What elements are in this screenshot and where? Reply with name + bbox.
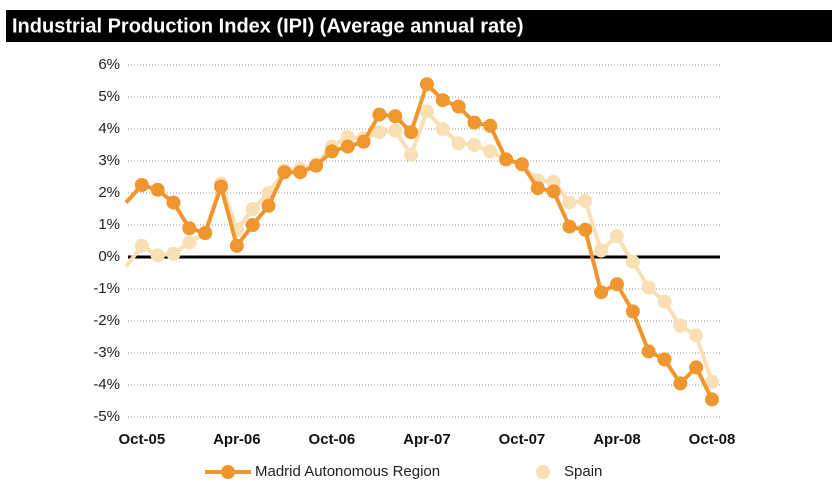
data-point <box>166 195 181 210</box>
x-tick-label: Apr-07 <box>403 431 451 448</box>
data-point <box>451 136 466 151</box>
data-point <box>293 165 308 180</box>
chart-title: Industrial Production Index (IPI) (Avera… <box>12 15 524 37</box>
data-point <box>388 123 403 138</box>
y-tick-label: 6% <box>98 56 120 73</box>
data-point <box>309 158 324 173</box>
x-tick-label: Apr-06 <box>213 431 261 448</box>
x-tick-label: Oct-06 <box>309 431 356 448</box>
data-point <box>419 77 434 92</box>
data-point <box>657 294 672 309</box>
y-tick-label: 2% <box>98 184 120 201</box>
data-point <box>419 104 434 119</box>
data-point <box>625 254 640 269</box>
data-point <box>150 248 165 263</box>
data-point <box>166 246 181 261</box>
data-point <box>372 107 387 122</box>
y-tick-label: 0% <box>98 248 120 265</box>
data-point <box>594 285 609 300</box>
data-point <box>277 165 292 180</box>
y-tick-label: 1% <box>98 216 120 233</box>
data-point <box>467 115 482 130</box>
data-point <box>150 182 165 197</box>
data-point <box>245 218 260 232</box>
data-point <box>673 318 688 333</box>
data-point <box>625 304 640 319</box>
y-tick-label: -4% <box>93 376 120 393</box>
y-tick-label: -5% <box>93 408 120 425</box>
y-tick-label: -3% <box>93 344 120 361</box>
data-point <box>483 144 498 159</box>
data-point <box>229 238 244 253</box>
data-point <box>134 178 149 192</box>
title-bar <box>6 10 832 42</box>
data-point <box>689 360 704 375</box>
data-point <box>499 152 514 167</box>
data-point <box>340 139 355 154</box>
data-point <box>673 376 688 391</box>
data-point <box>609 277 624 292</box>
data-point <box>689 328 704 343</box>
legend-marker <box>221 465 235 479</box>
data-point <box>467 138 482 152</box>
data-point <box>435 93 450 108</box>
y-tick-label: 3% <box>98 152 120 169</box>
data-point <box>451 99 466 114</box>
data-point <box>214 179 229 194</box>
data-point <box>404 147 419 162</box>
data-point <box>435 122 450 136</box>
data-point <box>483 118 498 133</box>
data-point <box>182 221 197 236</box>
data-point <box>372 125 387 140</box>
x-tick-label: Oct-08 <box>689 431 736 448</box>
data-point <box>514 157 529 172</box>
x-tick-label: Apr-08 <box>593 431 641 448</box>
data-point <box>705 392 719 407</box>
y-tick-label: 4% <box>98 120 120 137</box>
data-point <box>705 374 719 389</box>
legend-label: Madrid Autonomous Region <box>255 463 440 480</box>
data-point <box>562 219 577 234</box>
data-point <box>340 130 355 144</box>
data-point <box>546 174 561 189</box>
legend-marker <box>536 465 550 479</box>
data-point <box>546 184 561 199</box>
x-tick-label: Oct-07 <box>499 431 546 448</box>
data-point <box>562 195 577 210</box>
data-point <box>356 134 371 149</box>
data-point <box>198 226 213 240</box>
y-tick-label: -2% <box>93 312 120 329</box>
data-point <box>182 235 197 250</box>
data-point <box>609 229 624 244</box>
y-tick-label: -1% <box>93 280 120 297</box>
data-point <box>657 352 672 367</box>
y-tick-label: 5% <box>98 88 120 105</box>
data-point <box>594 243 609 258</box>
data-point <box>530 181 545 196</box>
data-point <box>324 144 339 159</box>
data-point <box>641 344 656 359</box>
data-point <box>245 202 260 216</box>
data-point <box>404 125 419 140</box>
data-point <box>388 109 403 124</box>
data-point <box>134 238 149 253</box>
x-tick-label: Oct-05 <box>118 431 165 448</box>
data-point <box>578 222 593 237</box>
legend-label: Spain <box>564 463 602 480</box>
series-line <box>124 109 714 383</box>
data-point <box>578 194 593 208</box>
data-point <box>261 198 276 213</box>
data-point <box>641 280 656 295</box>
